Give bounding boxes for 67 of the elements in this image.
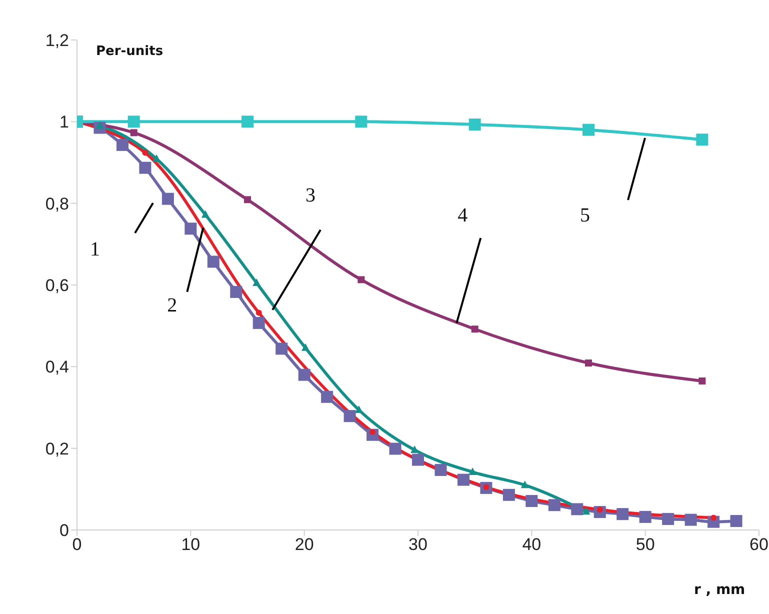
x-tick-label: 40: [522, 535, 542, 554]
point: [252, 278, 261, 286]
x-tick-label: 30: [408, 535, 428, 554]
point: [358, 276, 365, 284]
y-tick-label: 0: [60, 521, 69, 540]
y-tick-label: 1: [60, 112, 69, 132]
point: [128, 116, 140, 128]
annotation: 5: [580, 204, 590, 227]
point: [298, 368, 310, 381]
point: [696, 134, 708, 146]
point: [242, 116, 254, 128]
point: [662, 512, 674, 525]
annotation: 2: [167, 294, 178, 316]
point: [730, 515, 742, 528]
point: [457, 474, 470, 486]
point: [582, 124, 594, 136]
x-tick-label: 10: [181, 535, 200, 554]
x-axis-title: r , mm: [694, 582, 746, 598]
point: [142, 150, 148, 156]
annotation: 1: [90, 238, 100, 261]
point: [571, 503, 584, 516]
point: [301, 343, 310, 351]
point: [344, 410, 356, 422]
y-axis-title: Per-units: [96, 44, 164, 59]
point: [252, 316, 265, 329]
point: [130, 129, 138, 136]
point: [355, 116, 368, 128]
annotation: 4: [458, 204, 468, 227]
point: [389, 442, 402, 455]
point: [244, 196, 251, 204]
point: [276, 342, 288, 355]
point: [230, 286, 242, 298]
point: [585, 359, 592, 366]
point: [502, 488, 515, 501]
point: [468, 118, 481, 131]
point: [434, 464, 447, 476]
point: [412, 454, 424, 466]
point: [162, 192, 174, 205]
point: [321, 390, 334, 403]
point: [256, 310, 262, 316]
x-tick-label: 50: [636, 535, 655, 554]
point: [354, 405, 363, 413]
point: [526, 495, 538, 508]
point: [582, 507, 590, 515]
point: [184, 222, 197, 235]
point: [548, 499, 560, 512]
point: [201, 210, 210, 218]
point: [468, 468, 477, 476]
y-tick-label: 0,6: [45, 276, 69, 296]
x-tick-label: 60: [750, 535, 768, 554]
point: [698, 377, 706, 384]
y-tick-label: 1,2: [45, 31, 69, 50]
y-tick-label: 0,4: [45, 358, 69, 377]
point: [616, 508, 629, 520]
point: [639, 510, 652, 523]
point: [116, 138, 128, 151]
y-tick-label: 0,8: [45, 194, 69, 214]
annotation: 3: [306, 184, 316, 206]
point: [139, 162, 152, 174]
point: [471, 326, 478, 333]
y-tick-label: 0,2: [45, 439, 69, 458]
x-tick-label: 0: [72, 535, 82, 554]
point: [684, 514, 697, 526]
point: [207, 256, 220, 268]
point: [710, 514, 717, 521]
x-tick-label: 20: [294, 535, 314, 554]
point: [520, 480, 529, 488]
